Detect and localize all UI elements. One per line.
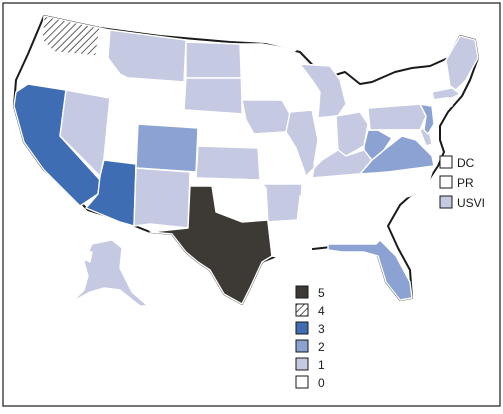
level-legend: 5 4 3 2 1 0 <box>295 285 325 390</box>
state-me <box>445 35 479 91</box>
legend-swatch-1 <box>295 357 309 371</box>
territory-label-dc: DC <box>457 156 475 170</box>
territories-legend: DC PR USVI <box>439 155 485 210</box>
state-tx <box>149 185 273 305</box>
state-ma <box>431 87 461 101</box>
legend-swatch-5 <box>295 285 309 299</box>
territory-swatch-usvi <box>439 195 453 209</box>
state-ri <box>445 97 453 109</box>
territory-label-pr: PR <box>457 176 474 190</box>
legend-label-1: 1 <box>318 358 325 372</box>
legend-label-2: 2 <box>318 340 325 354</box>
state-va <box>359 135 435 175</box>
territory-swatch-dc <box>439 155 453 169</box>
legend-label-4: 4 <box>318 304 325 318</box>
territory-label-usvi: USVI <box>457 196 485 210</box>
state-wi <box>273 65 313 113</box>
states-layer <box>13 15 479 307</box>
state-hi <box>51 231 93 263</box>
state-wy <box>123 77 185 125</box>
state-fl <box>327 239 413 301</box>
state-co <box>135 123 199 173</box>
state-al <box>317 191 347 245</box>
legend-swatch-3 <box>295 321 309 335</box>
legend-swatch-4 <box>295 303 309 317</box>
state-nd <box>185 41 243 79</box>
state-nm <box>133 167 191 229</box>
state-ar <box>261 183 303 223</box>
state-il <box>285 109 319 177</box>
state-ks <box>195 145 261 181</box>
legend-label-0: 0 <box>318 376 325 390</box>
state-mt <box>107 29 187 83</box>
territory-swatch-pr <box>439 175 453 189</box>
legend-swatch-2 <box>295 339 309 353</box>
state-sd <box>183 77 243 115</box>
legend-label-5: 5 <box>318 286 325 300</box>
legend-swatch-0 <box>295 375 309 389</box>
legend-label-3: 3 <box>318 322 325 336</box>
state-ct <box>431 97 447 111</box>
